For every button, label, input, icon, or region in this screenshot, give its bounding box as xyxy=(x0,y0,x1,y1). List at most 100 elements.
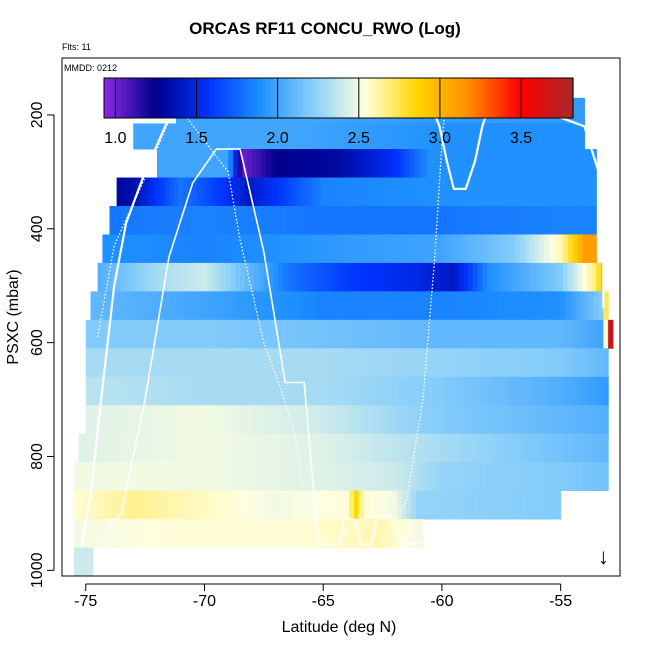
colorbar-cell xyxy=(426,78,430,118)
heatmap-cell xyxy=(342,149,348,178)
heatmap-cell xyxy=(99,405,106,435)
heatmap-cell xyxy=(95,319,101,349)
heatmap-cell xyxy=(232,291,239,321)
heatmap-cell xyxy=(228,319,234,349)
heatmap-cell xyxy=(140,177,146,207)
heatmap-cell xyxy=(223,376,229,406)
heatmap-cell xyxy=(546,206,552,235)
heatmap-cell xyxy=(140,490,146,520)
heatmap-cell xyxy=(297,490,303,520)
heatmap-cell xyxy=(346,348,353,378)
colorbar-cell xyxy=(300,78,304,118)
heatmap-cell xyxy=(534,462,540,492)
heatmap-cell xyxy=(586,433,593,463)
heatmap-cell xyxy=(444,462,450,492)
heatmap-cell xyxy=(123,319,130,349)
heatmap-cell xyxy=(256,123,263,150)
colorbar-cell xyxy=(499,78,504,118)
heatmap-cell xyxy=(318,149,324,178)
heatmap-cell xyxy=(149,177,156,207)
heatmap-cell xyxy=(197,462,203,492)
heatmap-cell xyxy=(589,206,595,235)
heatmap-cell xyxy=(358,234,365,264)
heatmap-cell xyxy=(596,433,602,463)
heatmap-cell xyxy=(380,348,386,378)
heatmap-cell xyxy=(178,234,184,264)
heatmap-cell xyxy=(558,262,564,292)
heatmap-cell xyxy=(325,262,331,292)
heatmap-cell xyxy=(109,319,115,349)
heatmap-cell xyxy=(396,433,403,463)
heatmap-cell xyxy=(273,462,279,492)
colorbar-cell xyxy=(200,78,205,118)
heatmap-cell xyxy=(555,376,562,406)
heatmap-cell xyxy=(460,405,467,435)
colorbar-tick-label: 1.0 xyxy=(104,130,126,147)
heatmap-cell xyxy=(510,490,517,520)
heatmap-cell xyxy=(289,123,296,150)
heatmap-cell xyxy=(261,319,267,349)
heatmap-cell xyxy=(477,462,483,492)
heatmap-cell xyxy=(529,234,536,264)
heatmap-cell xyxy=(292,519,298,548)
heatmap-cell xyxy=(237,291,244,321)
heatmap-cell xyxy=(263,519,270,548)
heatmap-cell xyxy=(370,149,377,178)
heatmap-cell xyxy=(425,433,431,463)
heatmap-cell xyxy=(289,149,296,178)
heatmap-cell xyxy=(525,462,531,492)
heatmap-cell xyxy=(216,490,222,520)
heatmap-cell xyxy=(97,490,103,520)
heatmap-cell xyxy=(111,433,118,463)
heatmap-cell xyxy=(213,319,220,349)
colorbar-cell xyxy=(402,78,407,118)
heatmap-cell xyxy=(323,348,329,378)
heatmap-cell xyxy=(244,177,251,207)
heatmap-cell xyxy=(85,319,92,349)
colorbar-cell xyxy=(561,78,565,118)
heatmap-cell xyxy=(90,376,96,406)
colorbar-cell xyxy=(496,78,501,118)
colorbar-cell xyxy=(570,78,574,118)
heatmap-cell xyxy=(444,433,450,463)
heatmap-cell xyxy=(178,262,184,292)
heatmap-cell xyxy=(460,149,467,178)
heatmap-cell xyxy=(392,519,398,548)
heatmap-cell xyxy=(297,519,303,548)
heatmap-cell xyxy=(441,206,448,235)
heatmap-cell xyxy=(235,519,241,548)
heatmap-cell xyxy=(128,319,134,349)
heatmap-cell xyxy=(498,319,505,349)
heatmap-cell xyxy=(406,433,412,463)
heatmap-cell xyxy=(349,490,355,520)
heatmap-cell xyxy=(472,433,479,463)
heatmap-cell xyxy=(297,262,303,292)
heatmap-cell xyxy=(453,433,460,463)
colorbar-cell xyxy=(540,78,545,118)
heatmap-cell xyxy=(304,319,310,349)
heatmap-cell xyxy=(216,433,222,463)
heatmap-cell xyxy=(401,177,407,207)
heatmap-cell xyxy=(520,234,526,264)
heatmap-cell xyxy=(266,348,272,378)
heatmap-cell xyxy=(183,234,189,264)
heatmap-cell xyxy=(446,123,453,150)
heatmap-cell xyxy=(152,319,158,349)
heatmap-cell xyxy=(213,291,220,321)
heatmap-cell xyxy=(553,462,559,492)
colorbar-cell xyxy=(235,78,240,118)
heatmap-cell xyxy=(422,376,429,406)
heatmap-cell xyxy=(522,348,528,378)
heatmap-cell xyxy=(166,149,172,178)
heatmap-cell xyxy=(166,348,172,378)
heatmap-cell xyxy=(78,490,84,520)
colorbar-cell xyxy=(529,78,533,118)
heatmap-cell xyxy=(375,149,381,178)
heatmap-cell xyxy=(441,291,448,321)
heatmap-cell xyxy=(358,490,365,520)
heatmap-cell xyxy=(173,433,179,463)
colorbar-cell xyxy=(224,78,228,118)
heatmap-cell xyxy=(275,149,282,178)
heatmap-cell xyxy=(489,206,495,235)
heatmap-cell xyxy=(382,519,388,548)
